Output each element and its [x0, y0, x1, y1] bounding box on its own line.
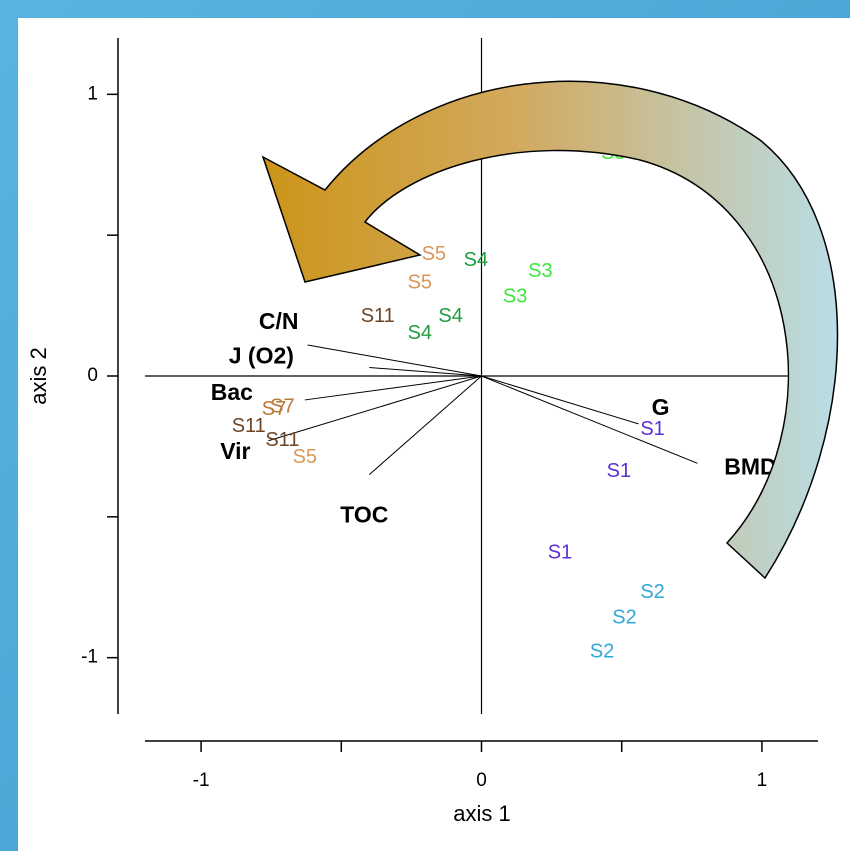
- sample-point: S4: [438, 305, 462, 327]
- sample-point: S2: [590, 640, 614, 662]
- loading-label: Bac: [211, 379, 253, 405]
- sample-point: S7: [270, 395, 294, 417]
- y-axis-label: axis 2: [26, 347, 51, 404]
- sample-point: S3: [503, 285, 527, 307]
- sample-point: S11: [361, 305, 395, 327]
- sample-point: S3: [528, 260, 552, 282]
- loading-label: Vir: [220, 438, 250, 464]
- chart: -101-101C/NJ (O2)BacVirTOCGBMDS1S1S1S2S2…: [0, 0, 850, 851]
- sample-point: S4: [464, 249, 488, 271]
- y-tick-label: 1: [87, 83, 98, 104]
- sample-point: S4: [408, 322, 432, 344]
- x-tick-label: 1: [757, 770, 768, 791]
- loading-label: TOC: [340, 502, 388, 528]
- sample-point: S5: [408, 271, 432, 293]
- sample-point: S1: [640, 418, 664, 440]
- sample-point: S11: [265, 429, 299, 451]
- y-tick-label: -1: [81, 647, 98, 668]
- loading-label: J (O2): [229, 343, 294, 369]
- sample-point: S1: [548, 542, 572, 564]
- y-tick-label: 0: [87, 365, 98, 386]
- x-tick-label: 0: [476, 770, 487, 791]
- x-tick-label: -1: [193, 770, 210, 791]
- sample-point: S2: [640, 581, 664, 603]
- loading-label: C/N: [259, 308, 299, 334]
- x-axis-label: axis 1: [453, 801, 510, 826]
- sample-point: S2: [612, 607, 636, 629]
- sample-point: S5: [422, 243, 446, 265]
- sample-point: S1: [607, 460, 631, 482]
- loading-label: G: [652, 394, 670, 420]
- sample-point: S11: [232, 415, 266, 437]
